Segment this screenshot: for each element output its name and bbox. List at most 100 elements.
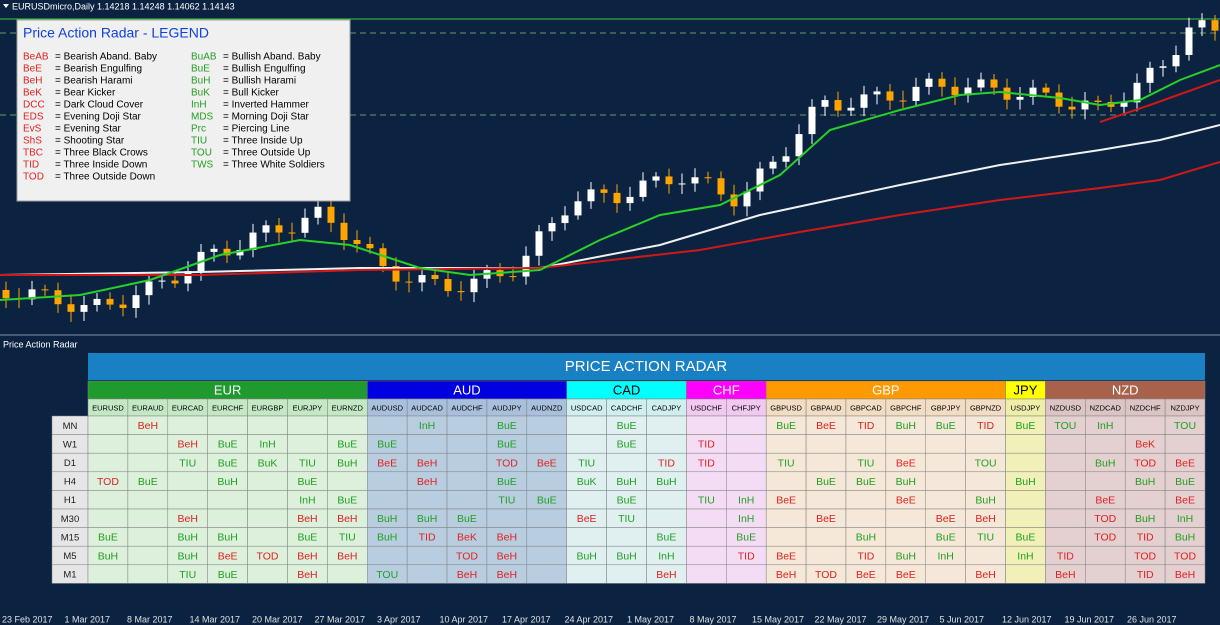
radar-cell [765, 527, 807, 547]
pattern-code: BuH [1095, 457, 1115, 469]
legend-code: BeE [23, 64, 42, 75]
pattern-code: InH [299, 494, 315, 506]
candle-body [886, 91, 894, 101]
candle-body [41, 289, 49, 291]
radar-cell [606, 527, 647, 547]
radar-cell [87, 415, 129, 435]
radar-cell [765, 508, 807, 528]
radar-cell [965, 434, 1006, 454]
candle-body [1081, 100, 1089, 110]
pattern-code: BuH [337, 457, 357, 469]
pattern-code: BuH [217, 476, 237, 488]
pattern-code: BeE [896, 494, 916, 506]
radar-cell [446, 415, 488, 435]
pattern-code: BeH [497, 569, 517, 581]
radar-cell [87, 434, 129, 454]
date-label: 8 Mar 2017 [127, 614, 173, 624]
group-name: CHF [713, 382, 740, 397]
pair-name: CADCHF [611, 403, 643, 412]
legend-description: = Inverted Hammer [223, 100, 310, 111]
pattern-code: BeE [1095, 494, 1115, 506]
pair-name: GBPNZD [970, 403, 1002, 412]
radar-cell [805, 452, 847, 473]
candle-body [1042, 87, 1050, 93]
radar-cell [646, 434, 687, 454]
pair-name: EURUSD [92, 403, 124, 412]
radar-cell [805, 434, 847, 454]
date-label: 8 May 2017 [690, 614, 737, 624]
group-name: EUR [214, 382, 241, 397]
pattern-code: BuH [178, 550, 198, 562]
radar-cell [406, 545, 448, 566]
pair-name: EURCHF [212, 403, 244, 412]
candle-body [509, 276, 517, 278]
candle-body [28, 289, 36, 300]
pattern-code: TIU [698, 494, 715, 506]
candle-body [2, 290, 10, 299]
pattern-code: BeH [417, 457, 437, 469]
legend-description: = Bear Kicker [55, 88, 116, 99]
legend-panel: Price Action Radar - LEGEND BeAB = Bearis… [16, 19, 351, 202]
radar-cell [1124, 415, 1166, 435]
pattern-code: BuH [1135, 476, 1155, 488]
pair-name: NZDCAD [1090, 403, 1122, 412]
pattern-code: BuH [896, 420, 916, 432]
pattern-code: TOD [456, 550, 478, 562]
moving-average [0, 64, 1220, 301]
radar-table: PRICE ACTION RADAR EUR EURUSD EURAUD EURCAD… [51, 353, 1206, 584]
group-name: CAD [613, 382, 640, 397]
candle-body [1159, 66, 1167, 68]
candle-body [67, 304, 75, 312]
pattern-code: TIU [857, 457, 874, 469]
candle-body [561, 215, 569, 224]
pattern-code: TIU [618, 513, 635, 525]
radar-cell [127, 545, 169, 566]
radar-cell [566, 490, 607, 510]
pattern-code: TOU [376, 569, 398, 581]
radar-cell [207, 415, 248, 435]
candle-body [1172, 54, 1180, 67]
radar-cell [446, 434, 488, 454]
pattern-code: TID [857, 550, 874, 562]
pattern-code: BuE [218, 457, 238, 469]
radar-cell [885, 527, 926, 547]
radar-cell [1085, 545, 1126, 566]
radar-cell [765, 434, 807, 454]
radar-cell [247, 564, 288, 584]
pattern-code: BuE [856, 476, 876, 488]
candle-body [873, 91, 881, 95]
pair-name: AUDNZD [531, 403, 563, 412]
date-label: 24 Apr 2017 [565, 614, 614, 624]
pattern-code: BeK [1135, 439, 1155, 451]
moving-average [0, 161, 1220, 276]
candle-body [834, 100, 842, 111]
legend-description: = Shooting Star [55, 136, 125, 147]
pattern-code: TIU [179, 569, 196, 581]
dropdown-icon[interactable] [3, 4, 9, 8]
radar-cell [686, 527, 727, 547]
pattern-code: BeE [218, 550, 238, 562]
radar-cell [566, 415, 607, 435]
group-name: AUD [453, 382, 480, 397]
radar-cell [1005, 452, 1046, 473]
radar-cell [526, 508, 567, 528]
radar-cell [1005, 490, 1046, 510]
candle-body [912, 86, 920, 101]
pair-name: USDCHF [691, 403, 723, 412]
candle-body [444, 279, 452, 292]
candle-body [366, 243, 374, 249]
radar-cell [845, 490, 887, 510]
pattern-code: BeE [936, 513, 956, 525]
radar-cell [247, 527, 288, 547]
radar-cell [1045, 508, 1086, 528]
moving-average [1099, 79, 1220, 123]
legend-description: = Three Inside Up [223, 136, 303, 147]
radar-cell [127, 564, 169, 584]
pattern-code: BuH [896, 476, 916, 488]
pattern-code: BeH [975, 569, 995, 581]
radar-cell [446, 452, 488, 473]
legend-code: BuH [191, 76, 210, 87]
radar-cell [1085, 471, 1126, 491]
pattern-code: TIU [977, 532, 994, 544]
candle-body [405, 281, 413, 283]
